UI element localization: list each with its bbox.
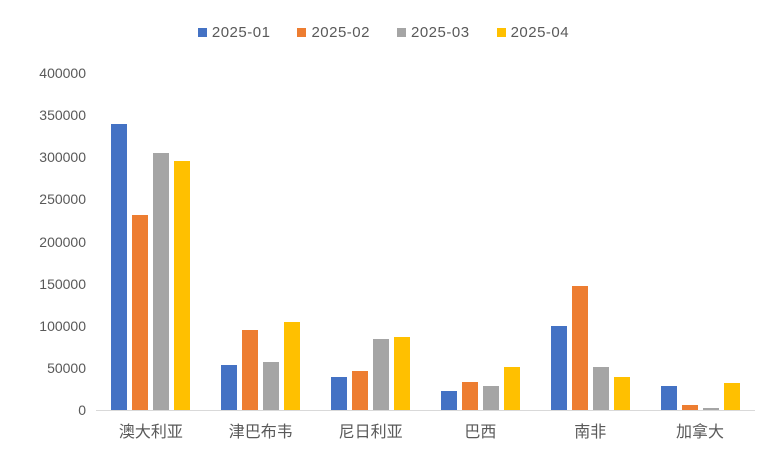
bar-group-巴西 — [425, 73, 535, 410]
y-axis-tick-label: 300000 — [39, 149, 86, 166]
bar-group-澳大利亚 — [96, 73, 206, 410]
bar-2025-03-尼日利亚 — [373, 339, 390, 410]
y-axis-tick-label: 100000 — [39, 317, 86, 334]
bar-2025-03-津巴布韦 — [263, 361, 280, 410]
bar-2025-02-澳大利亚 — [132, 215, 149, 410]
y-axis-tick-label: 400000 — [39, 65, 86, 81]
bar-2025-02-南非 — [571, 286, 588, 410]
bar-2025-04-尼日利亚 — [394, 336, 411, 410]
legend-swatch-icon — [197, 28, 207, 37]
bar-2025-01-南非 — [550, 325, 567, 410]
bar-2025-01-津巴布韦 — [221, 365, 238, 410]
legend-swatch-icon — [297, 28, 307, 37]
legend-label: 2025-02 — [311, 24, 370, 41]
bar-2025-03-加拿大 — [702, 408, 719, 410]
bar-2025-01-加拿大 — [660, 385, 677, 410]
legend-label: 2025-01 — [211, 24, 271, 41]
bar-2025-03-巴西 — [482, 386, 499, 410]
bar-2025-04-南非 — [613, 377, 630, 410]
y-axis-tick-label: 200000 — [39, 233, 86, 250]
category-label: 澳大利亚 — [118, 424, 183, 441]
legend-label: 2025-04 — [510, 24, 570, 41]
y-axis: 0 50000 100000 150000 200000 250000 300000 3500… — [0, 65, 86, 418]
x-axis-category-labels: 澳大利亚 津巴布韦 尼日利亚 巴西 南非 加拿大 — [96, 418, 755, 442]
legend: 2025-01 2025-02 2025-03 2025-04 — [0, 24, 767, 41]
bar-2025-04-加拿大 — [723, 383, 740, 410]
bar-groups — [96, 73, 755, 410]
bar-2025-02-津巴布韦 — [242, 329, 259, 410]
bar-2025-03-南非 — [592, 367, 609, 410]
bar-2025-04-津巴布韦 — [284, 321, 301, 410]
bar-2025-01-巴西 — [440, 390, 457, 410]
bar-2025-04-澳大利亚 — [174, 160, 191, 410]
bar-2025-02-尼日利亚 — [352, 371, 369, 410]
legend-item-2025-04: 2025-04 — [496, 24, 570, 41]
category-label: 尼日利亚 — [338, 424, 403, 441]
category-label: 津巴布韦 — [228, 424, 293, 441]
legend-item-2025-03: 2025-03 — [397, 24, 470, 41]
bar-group-加拿大 — [645, 73, 755, 410]
legend-swatch-icon — [397, 28, 406, 37]
bar-group-津巴布韦 — [206, 73, 316, 410]
bar-2025-01-澳大利亚 — [111, 123, 128, 410]
category-label: 巴西 — [464, 424, 497, 441]
y-axis-tick-label: 150000 — [39, 275, 86, 292]
bar-group-南非 — [535, 73, 645, 410]
bar-2025-02-巴西 — [461, 382, 478, 410]
y-axis-tick-label: 250000 — [39, 191, 86, 208]
bar-2025-02-加拿大 — [681, 404, 698, 410]
bar-group-尼日利亚 — [316, 73, 426, 410]
bar-2025-03-澳大利亚 — [153, 153, 170, 410]
bar-2025-04-巴西 — [503, 367, 520, 410]
category-label: 南非 — [574, 424, 607, 441]
category-label: 加拿大 — [676, 424, 725, 441]
plot-area — [96, 73, 755, 411]
bar-2025-01-尼日利亚 — [331, 377, 348, 410]
legend-label: 2025-03 — [411, 24, 470, 41]
y-axis-tick-label: 350000 — [39, 107, 86, 124]
y-axis-tick-label: 50000 — [47, 359, 86, 376]
legend-swatch-icon — [496, 28, 506, 37]
legend-item-2025-02: 2025-02 — [297, 24, 370, 41]
legend-item-2025-01: 2025-01 — [197, 24, 271, 41]
y-axis-tick-label: 0 — [78, 402, 86, 418]
